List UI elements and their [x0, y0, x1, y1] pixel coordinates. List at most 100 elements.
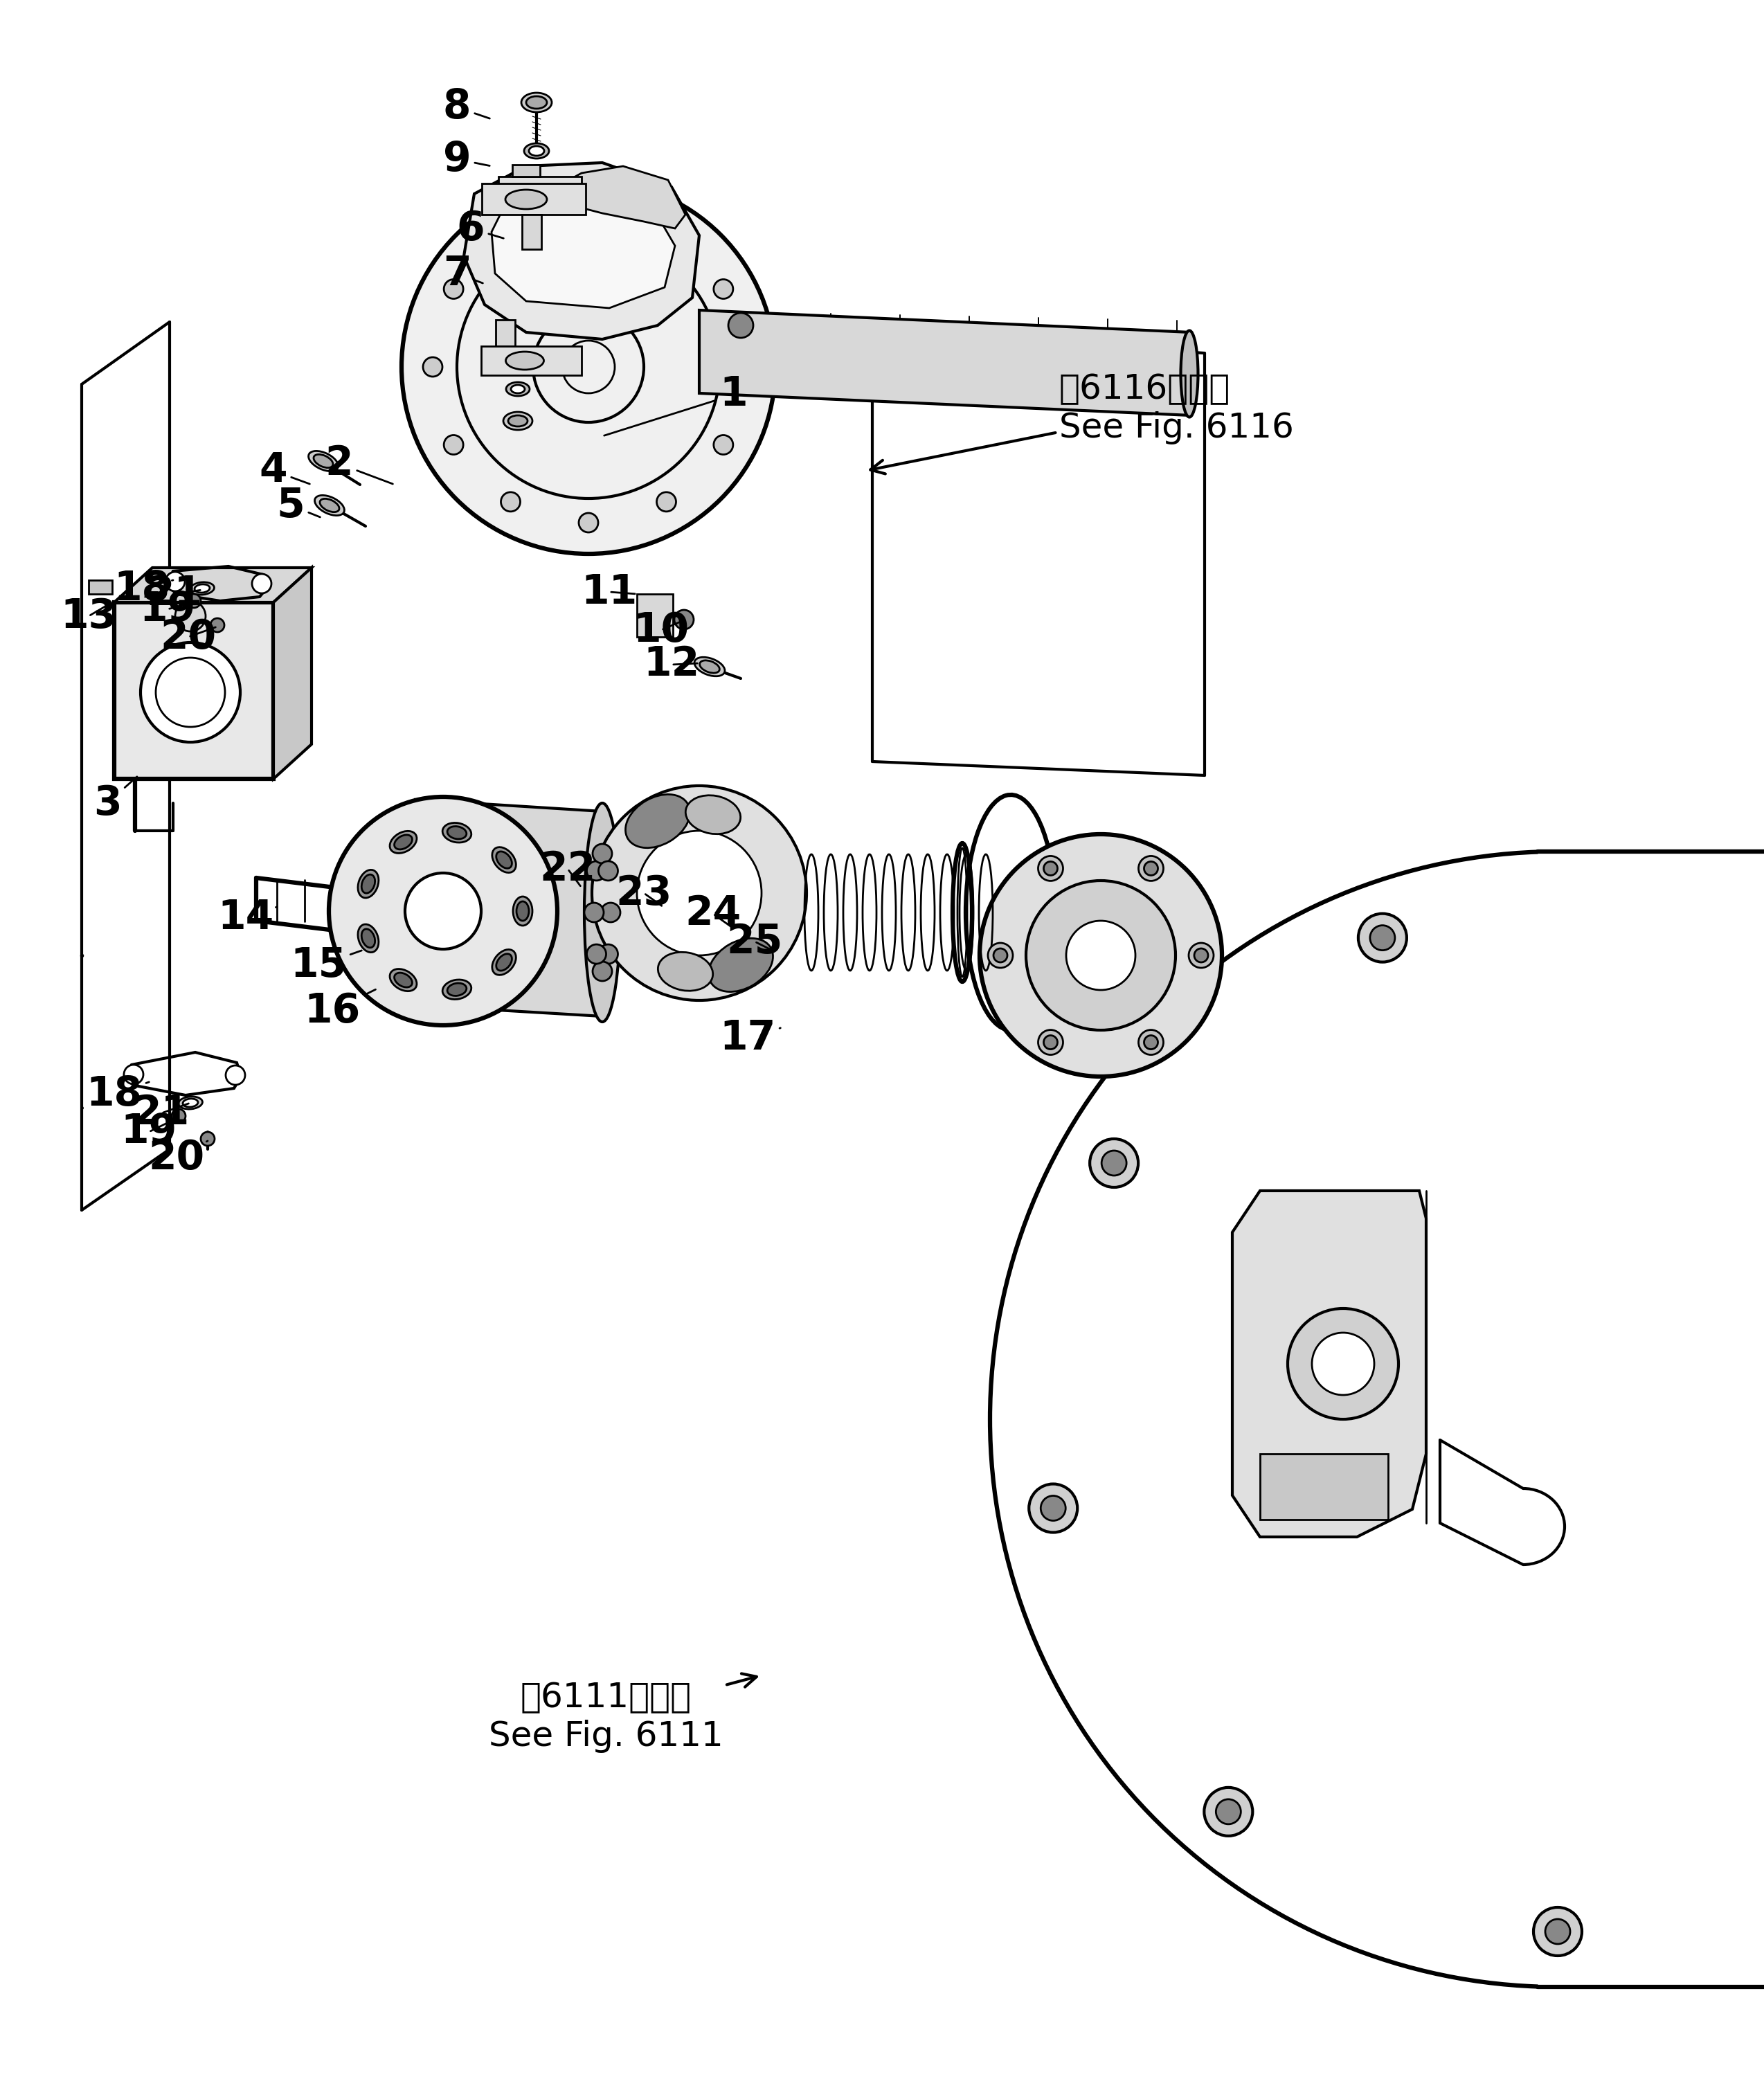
Ellipse shape: [508, 415, 527, 426]
FancyBboxPatch shape: [499, 176, 582, 206]
Ellipse shape: [448, 983, 466, 996]
Text: 第6116図参照
See Fig. 6116: 第6116図参照 See Fig. 6116: [870, 373, 1293, 474]
Text: 10: 10: [633, 610, 690, 650]
Ellipse shape: [390, 969, 416, 992]
Text: 18: 18: [86, 1074, 150, 1114]
Circle shape: [714, 434, 734, 455]
Circle shape: [1090, 1139, 1138, 1187]
Circle shape: [141, 642, 240, 742]
FancyBboxPatch shape: [496, 321, 515, 346]
Text: 17: 17: [720, 1019, 780, 1059]
Ellipse shape: [492, 847, 517, 872]
Circle shape: [988, 944, 1013, 969]
Ellipse shape: [496, 851, 512, 868]
Circle shape: [579, 201, 598, 220]
Circle shape: [423, 356, 443, 377]
Circle shape: [445, 434, 464, 455]
Circle shape: [252, 575, 272, 593]
Polygon shape: [699, 310, 1191, 415]
Circle shape: [1039, 856, 1064, 881]
Text: 16: 16: [303, 990, 376, 1030]
Text: 25: 25: [727, 923, 783, 960]
Circle shape: [729, 312, 753, 338]
Circle shape: [1371, 925, 1395, 950]
Circle shape: [210, 619, 224, 631]
Polygon shape: [492, 185, 676, 308]
Text: 21: 21: [134, 1093, 189, 1132]
Ellipse shape: [506, 382, 529, 396]
Ellipse shape: [362, 874, 376, 893]
Text: 13: 13: [60, 596, 116, 635]
Text: 5: 5: [277, 487, 319, 524]
Text: 第6111図参照
See Fig. 6111: 第6111図参照 See Fig. 6111: [489, 1673, 757, 1753]
Circle shape: [993, 948, 1007, 963]
Text: 18: 18: [115, 568, 173, 608]
Circle shape: [171, 1109, 185, 1122]
Text: 20: 20: [161, 617, 217, 656]
Ellipse shape: [194, 585, 210, 593]
Circle shape: [587, 944, 607, 965]
Circle shape: [123, 1065, 143, 1084]
Text: 7: 7: [443, 254, 483, 294]
Circle shape: [674, 610, 693, 629]
Text: 1: 1: [603, 375, 748, 436]
Ellipse shape: [448, 826, 466, 839]
Ellipse shape: [314, 455, 333, 468]
Ellipse shape: [524, 143, 549, 159]
Text: 2: 2: [325, 445, 393, 484]
Ellipse shape: [503, 411, 533, 430]
Ellipse shape: [522, 92, 552, 111]
Text: 14: 14: [217, 898, 277, 937]
Circle shape: [637, 830, 762, 956]
Polygon shape: [512, 166, 540, 176]
Text: 3: 3: [93, 776, 138, 822]
Text: 4: 4: [259, 451, 310, 491]
Circle shape: [1065, 921, 1136, 990]
Circle shape: [734, 356, 753, 377]
Ellipse shape: [513, 898, 533, 925]
Text: 9: 9: [443, 140, 490, 178]
Text: 12: 12: [644, 646, 700, 684]
Ellipse shape: [390, 830, 416, 853]
Circle shape: [1101, 1151, 1127, 1176]
Circle shape: [402, 180, 776, 554]
FancyBboxPatch shape: [115, 602, 273, 778]
Text: 15: 15: [291, 946, 362, 986]
Ellipse shape: [626, 795, 690, 847]
Ellipse shape: [658, 952, 713, 992]
Circle shape: [593, 963, 612, 981]
Circle shape: [1138, 1030, 1164, 1055]
Ellipse shape: [319, 499, 339, 512]
Ellipse shape: [395, 835, 413, 849]
Circle shape: [406, 872, 482, 950]
Ellipse shape: [358, 870, 379, 898]
Text: 22: 22: [540, 849, 596, 889]
Polygon shape: [1233, 1191, 1425, 1537]
Ellipse shape: [512, 386, 524, 394]
Ellipse shape: [395, 973, 413, 988]
Ellipse shape: [309, 451, 339, 472]
Circle shape: [598, 944, 617, 965]
Text: 20: 20: [148, 1139, 208, 1176]
Ellipse shape: [443, 979, 471, 1000]
Text: 19: 19: [139, 589, 196, 629]
Circle shape: [598, 862, 617, 881]
Ellipse shape: [496, 954, 512, 971]
Circle shape: [1545, 1919, 1570, 1944]
Ellipse shape: [183, 1099, 198, 1107]
Ellipse shape: [529, 147, 543, 155]
Ellipse shape: [314, 495, 344, 516]
Ellipse shape: [709, 937, 773, 992]
Text: 19: 19: [120, 1111, 176, 1151]
Polygon shape: [415, 799, 602, 1017]
Text: 24: 24: [684, 893, 741, 933]
Ellipse shape: [584, 803, 621, 1021]
Circle shape: [656, 222, 676, 241]
FancyBboxPatch shape: [522, 214, 542, 250]
Circle shape: [1039, 1030, 1064, 1055]
Ellipse shape: [178, 1097, 203, 1109]
Ellipse shape: [1180, 331, 1198, 417]
Ellipse shape: [443, 822, 471, 843]
Ellipse shape: [506, 352, 543, 369]
Text: 23: 23: [616, 872, 672, 912]
